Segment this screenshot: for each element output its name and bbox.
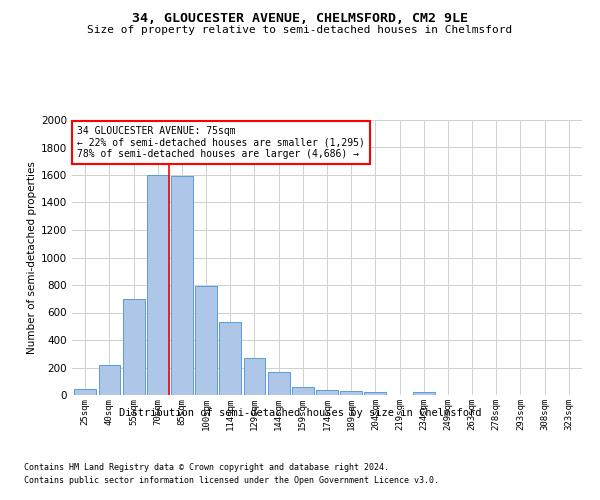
Bar — [268, 372, 290, 395]
Bar — [195, 286, 217, 395]
Text: Distribution of semi-detached houses by size in Chelmsford: Distribution of semi-detached houses by … — [119, 408, 481, 418]
Bar — [316, 390, 338, 395]
Bar — [340, 391, 362, 395]
Bar — [292, 387, 314, 395]
Bar — [244, 358, 265, 395]
Bar — [98, 366, 121, 395]
Text: Contains HM Land Registry data © Crown copyright and database right 2024.: Contains HM Land Registry data © Crown c… — [24, 462, 389, 471]
Bar — [364, 392, 386, 395]
Bar — [74, 389, 96, 395]
Bar — [123, 298, 145, 395]
Bar — [220, 322, 241, 395]
Bar — [413, 392, 434, 395]
Y-axis label: Number of semi-detached properties: Number of semi-detached properties — [27, 161, 37, 354]
Bar — [171, 176, 193, 395]
Bar — [147, 175, 169, 395]
Text: 34 GLOUCESTER AVENUE: 75sqm
← 22% of semi-detached houses are smaller (1,295)
78: 34 GLOUCESTER AVENUE: 75sqm ← 22% of sem… — [77, 126, 365, 158]
Text: Contains public sector information licensed under the Open Government Licence v3: Contains public sector information licen… — [24, 476, 439, 485]
Text: 34, GLOUCESTER AVENUE, CHELMSFORD, CM2 9LE: 34, GLOUCESTER AVENUE, CHELMSFORD, CM2 9… — [132, 12, 468, 26]
Text: Size of property relative to semi-detached houses in Chelmsford: Size of property relative to semi-detach… — [88, 25, 512, 35]
